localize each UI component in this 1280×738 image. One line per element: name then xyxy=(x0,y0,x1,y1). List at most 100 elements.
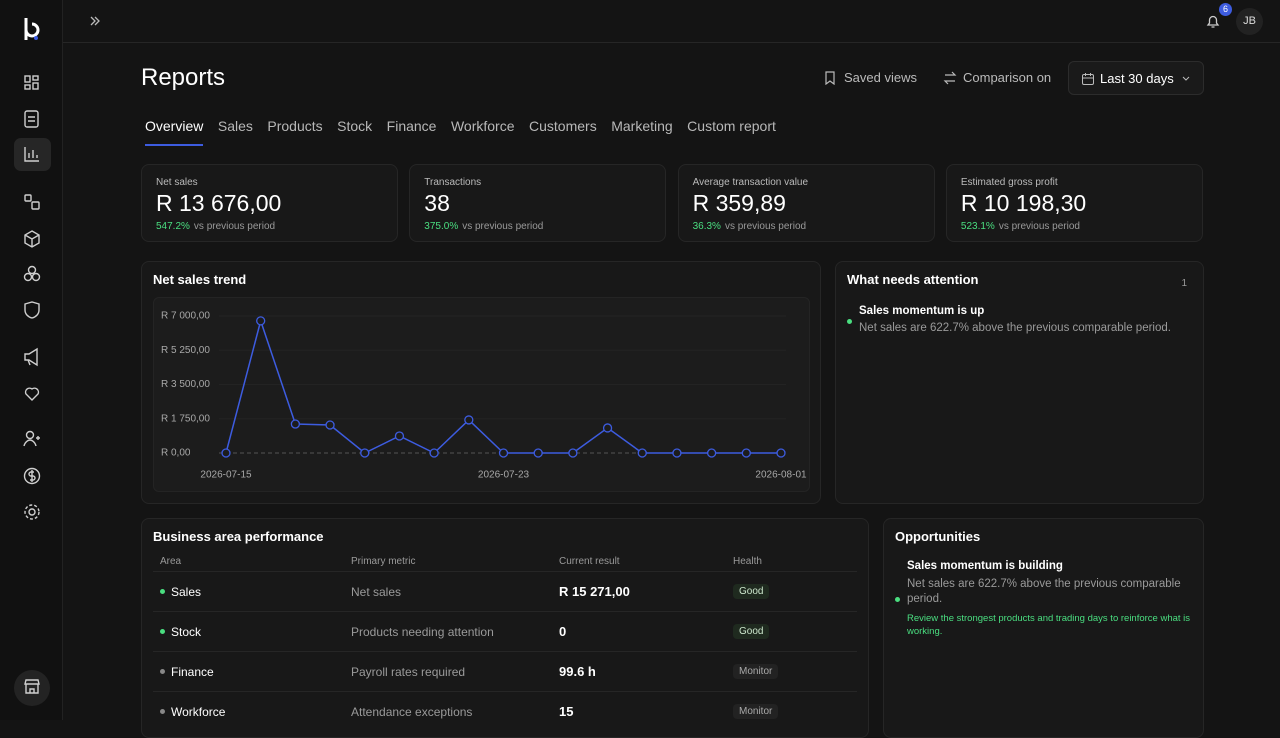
tab[interactable]: Products xyxy=(267,118,323,134)
nav-people[interactable] xyxy=(23,430,40,447)
logo xyxy=(24,18,40,40)
tab[interactable]: Custom report xyxy=(687,118,776,134)
data-point xyxy=(221,448,231,458)
attention-title: What needs attention xyxy=(847,272,979,287)
nav-reports[interactable] xyxy=(24,147,39,162)
nav-stock[interactable] xyxy=(23,265,41,282)
health: Monitor xyxy=(733,704,779,719)
metric: Attendance exceptions xyxy=(351,705,473,719)
y-tick-label: R 3 500,00 xyxy=(161,379,210,390)
health: Good xyxy=(733,624,770,639)
opportunities-card: Opportunities Sales momentum is building… xyxy=(883,518,1204,738)
y-tick-label: R 0,00 xyxy=(161,448,191,459)
tab[interactable]: Overview xyxy=(145,118,204,146)
row-separator xyxy=(153,691,857,692)
kpi-card: Transactions 38 375.0% vs previous period xyxy=(409,164,667,242)
metric: Products needing attention xyxy=(351,625,494,639)
opportunity-action: Review the strongest products and tradin… xyxy=(907,613,1191,637)
kpi-note: vs previous period xyxy=(724,221,807,232)
bookmark-icon xyxy=(825,71,835,85)
attention-count: 1 xyxy=(1181,278,1187,289)
data-point xyxy=(256,316,266,326)
data-point xyxy=(568,448,578,458)
data-point xyxy=(741,448,751,458)
opportunity-text: Net sales are 622.7% above the previous … xyxy=(907,578,1181,605)
data-point xyxy=(429,448,439,458)
avatar[interactable]: JB xyxy=(1236,8,1263,35)
x-tick-label: 2026-07-23 xyxy=(478,470,530,481)
nav-tasks[interactable] xyxy=(24,110,39,128)
x-tick-label: 2026-08-01 xyxy=(755,470,807,481)
kpi-note: vs previous period xyxy=(462,221,544,232)
kpi-note: vs previous period xyxy=(998,221,1080,232)
status-dot xyxy=(895,597,900,602)
business-card: Business area performance Area Primary me… xyxy=(141,518,869,738)
column-header: Area xyxy=(160,556,182,567)
kpi-value: R 10 198,30 xyxy=(960,190,1087,216)
status-dot xyxy=(160,709,165,714)
nav-integrations[interactable] xyxy=(24,194,40,210)
saved-views[interactable]: Saved views xyxy=(844,70,917,85)
tab[interactable]: Customers xyxy=(529,118,597,134)
column-header: Current result xyxy=(559,556,620,567)
column-header: Health xyxy=(733,556,762,567)
status-dot xyxy=(160,669,165,674)
kpi-card: Estimated gross profit R 10 198,30 523.1% v… xyxy=(945,164,1203,242)
kpi-label: Estimated gross profit xyxy=(960,177,1058,188)
bell-icon[interactable] xyxy=(1204,12,1222,30)
kpi-note: vs previous period xyxy=(193,221,276,232)
kpi-change-row: 523.1% vs previous period xyxy=(961,221,1080,232)
nav-marketing[interactable] xyxy=(24,347,38,367)
kpi-change-row: 36.3% vs previous period xyxy=(693,221,807,232)
y-tick-label: R 1 750,00 xyxy=(161,413,210,424)
tab[interactable]: Sales xyxy=(217,118,253,134)
data-point xyxy=(325,420,335,430)
comparison-toggle[interactable]: Comparison on xyxy=(963,70,1052,85)
row-separator xyxy=(153,611,857,612)
trend-title: Net sales trend xyxy=(153,272,247,287)
store-button[interactable] xyxy=(14,670,50,706)
compare-icon xyxy=(943,71,957,85)
data-point xyxy=(776,448,786,458)
nav-customers[interactable] xyxy=(24,387,40,401)
tab[interactable]: Marketing xyxy=(611,118,673,134)
page-title: Reports xyxy=(141,64,226,91)
status-dot xyxy=(160,589,165,594)
data-point xyxy=(464,415,474,425)
tab[interactable]: Finance xyxy=(386,118,437,134)
expand-icon[interactable] xyxy=(87,13,103,29)
data-point xyxy=(602,423,613,433)
row-separator xyxy=(153,571,857,572)
data-point xyxy=(706,448,717,458)
logo-dot xyxy=(34,36,38,40)
sidebar-icons xyxy=(14,18,51,706)
date-range[interactable]: Last 30 days xyxy=(1068,61,1204,95)
kpi-card: Average transaction value R 359,89 36.3% vs… xyxy=(677,164,935,242)
status-dot xyxy=(847,319,852,324)
kpi-label: Average transaction value xyxy=(692,177,809,188)
nav-finance[interactable] xyxy=(24,301,40,319)
data-point xyxy=(672,448,682,458)
tab[interactable]: Stock xyxy=(337,118,373,134)
y-tick-label: R 7 000,00 xyxy=(161,311,210,322)
topbar: 6 JB xyxy=(63,0,1280,43)
metric: Net sales xyxy=(351,585,402,599)
trend-line xyxy=(225,318,781,454)
health: Good xyxy=(733,584,770,599)
nav-payments[interactable] xyxy=(23,467,41,485)
area: Stock xyxy=(171,625,202,639)
tab[interactable]: Workforce xyxy=(450,118,515,134)
nav-dashboard[interactable] xyxy=(24,75,39,90)
column-header: Primary metric xyxy=(351,556,416,567)
status-dot xyxy=(160,629,165,634)
calendar-icon xyxy=(1082,73,1094,85)
row-separator xyxy=(153,651,857,652)
nav-settings[interactable] xyxy=(24,504,40,520)
attention-item-title: Sales momentum is up xyxy=(859,305,985,317)
store-icon xyxy=(24,679,40,694)
health: Monitor xyxy=(733,664,779,679)
nav-products[interactable] xyxy=(24,230,40,248)
kpi-label: Net sales xyxy=(156,177,198,188)
date-range-label: Last 30 days xyxy=(1100,71,1174,86)
data-point xyxy=(394,431,405,441)
